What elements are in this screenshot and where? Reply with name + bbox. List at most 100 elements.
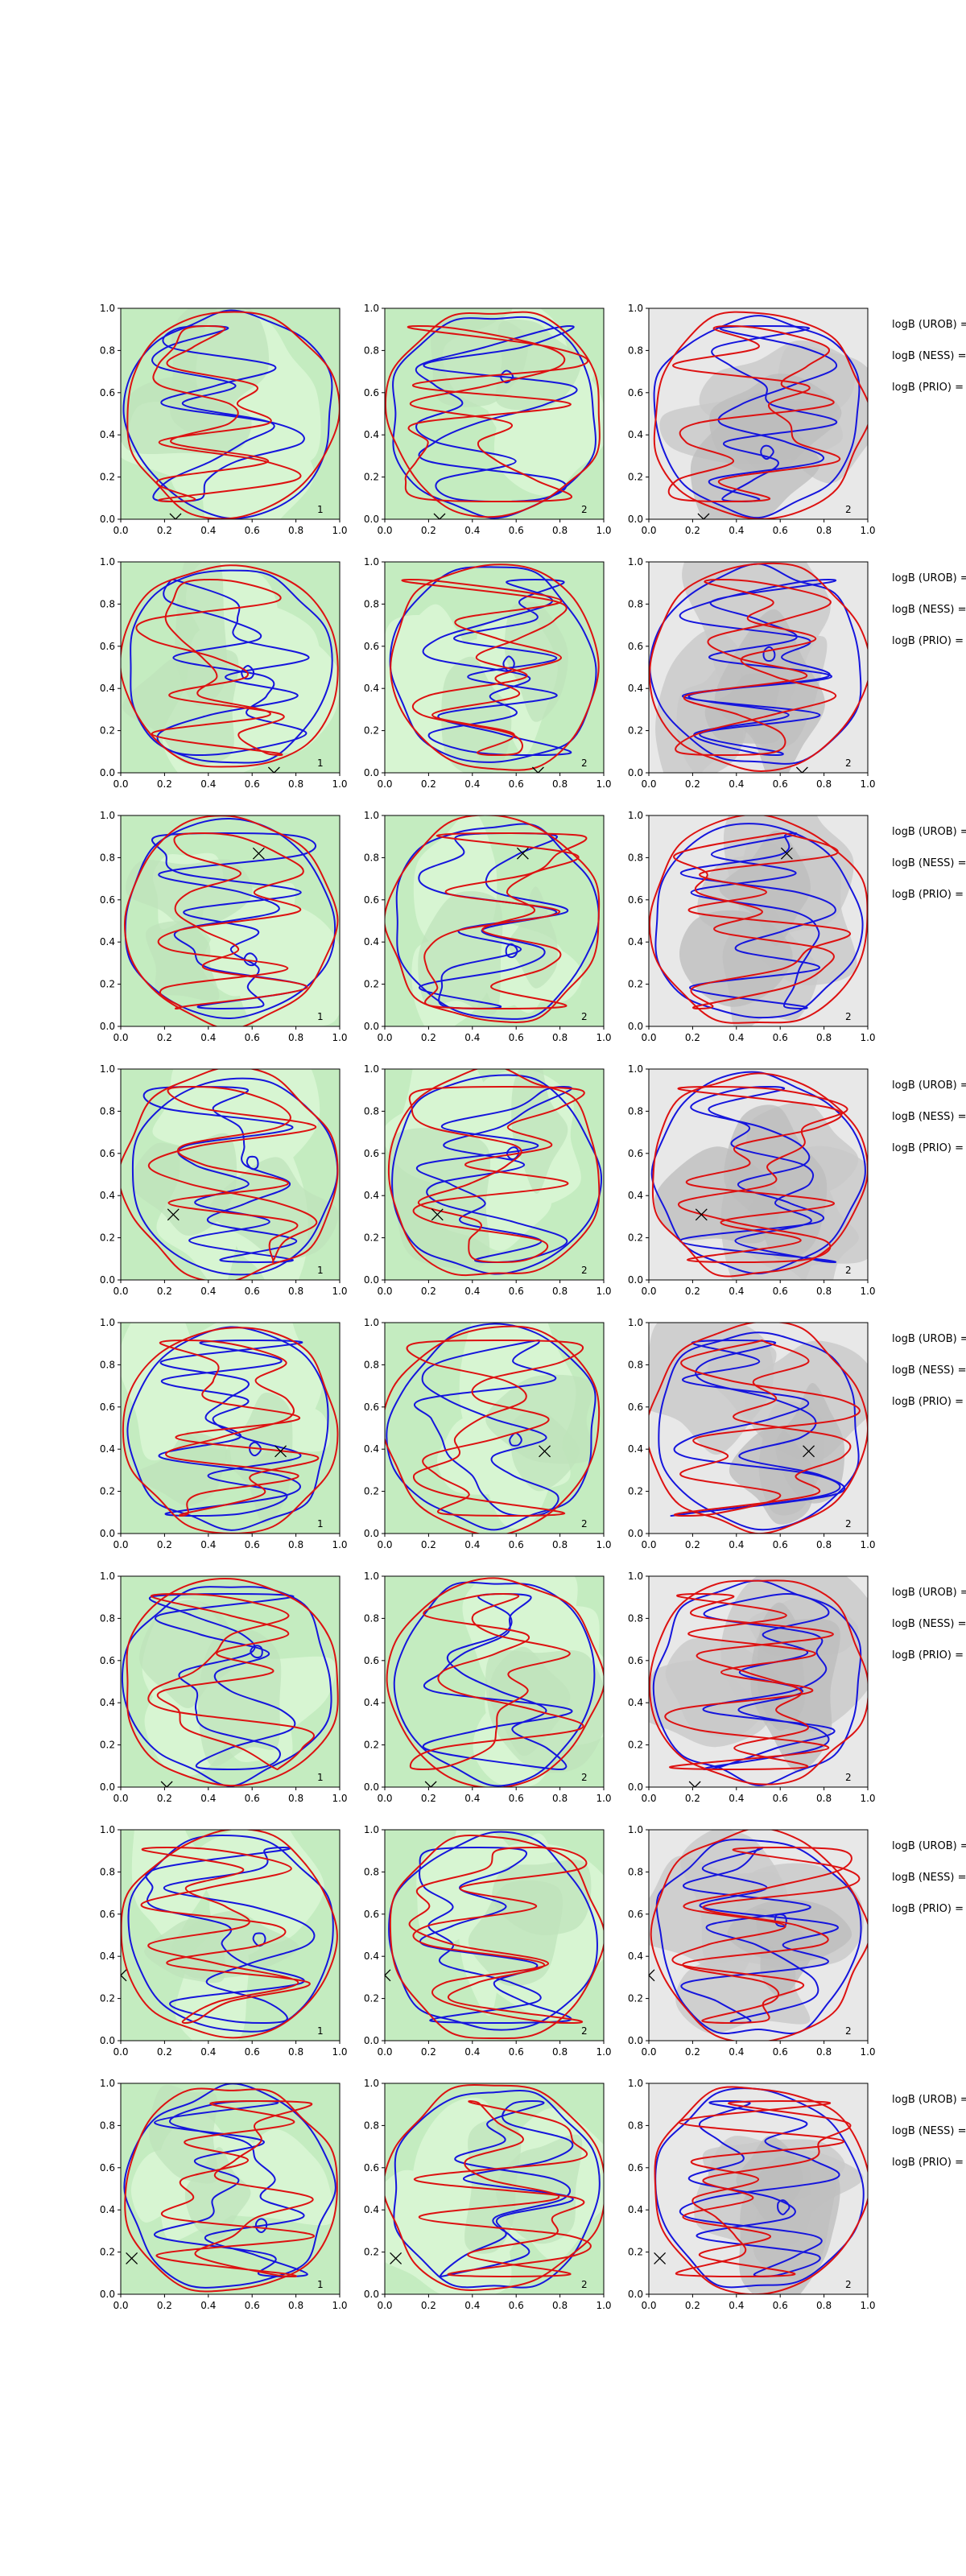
x-tick-label: 0.8 [552, 1032, 568, 1043]
x-tick-label: 0.4 [464, 1286, 480, 1297]
row-annotations: logB (UROB) = logB (NESS) = logB (PRIO) = [892, 319, 966, 394]
y-tick-label: 0.4 [364, 429, 379, 440]
logb-annotation: logB (UROB) = [892, 1333, 966, 1345]
x-tick-label: 0.6 [245, 2046, 260, 2058]
red-contour-line [135, 578, 285, 757]
x-tick-label: 0.8 [552, 525, 568, 536]
x-tick-label: 0.4 [464, 2046, 480, 2058]
x-tick-label: 0.6 [245, 525, 260, 536]
panel-plot-area [649, 815, 868, 1026]
panel-plot-area [649, 1576, 868, 1787]
y-tick-label: 0.8 [364, 2120, 379, 2131]
y-tick-label: 0.2 [628, 725, 643, 737]
blue-contour-line [670, 1339, 846, 1517]
panel-r3-c3: 2 0.0 0.2 0.4 0.6 0.8 1.0 0.0 0.2 0.4 0.6 0.8 1.0 [628, 810, 876, 1043]
panel-corner-label: 2 [845, 2279, 852, 2290]
x-tick-label: 0.6 [509, 1286, 524, 1297]
panel-plot-area [385, 1576, 604, 1787]
x-tick-label: 0.8 [816, 2300, 832, 2311]
y-tick-label: 0.4 [100, 1951, 115, 1962]
y-tick-label: 0.0 [628, 767, 643, 778]
x-tick-label: 0.6 [509, 1793, 524, 1804]
x-tick-label: 0.2 [421, 1539, 436, 1550]
x-tick-label: 0.0 [377, 1793, 392, 1804]
x-tick-label: 0.2 [157, 1793, 172, 1804]
panel-corner-label: 1 [317, 1772, 324, 1783]
x-tick-label: 0.4 [464, 1793, 480, 1804]
y-tick-label: 0.0 [628, 514, 643, 525]
y-tick-label: 0.4 [628, 936, 643, 947]
y-tick-label: 0.2 [628, 1232, 643, 1244]
red-contour-line [649, 1323, 868, 1534]
panel-plot-area [121, 815, 340, 1026]
panel-r3-c1: 1 0.0 0.2 0.4 0.6 0.8 1.0 0.0 0.2 0.4 0.6 0.8 1.0 [100, 810, 348, 1043]
logb-annotation: logB (NESS) = [892, 1872, 966, 1884]
red-contour-line [654, 2086, 868, 2294]
blue-contour-line [122, 309, 333, 519]
panel-plot-area [385, 1323, 604, 1534]
panel-corner-label: 2 [845, 504, 852, 515]
red-contour-line [147, 1086, 318, 1264]
y-tick-label: 1.0 [364, 303, 379, 314]
y-tick-label: 0.6 [364, 1909, 379, 1920]
x-tick-label: 0.0 [113, 1286, 128, 1297]
blue-contour-line [393, 1581, 596, 1787]
y-tick-label: 0.4 [100, 1443, 115, 1455]
x-marker [539, 1445, 551, 1458]
logb-annotation: logB (NESS) = [892, 350, 966, 362]
y-tick-label: 0.8 [364, 1866, 379, 1877]
x-marker [531, 766, 544, 773]
x-tick-label: 1.0 [596, 2300, 611, 2311]
x-tick-label: 0.0 [377, 778, 392, 790]
x-tick-label: 0.0 [641, 1793, 656, 1804]
red-contour-line [409, 1592, 584, 1771]
panel-plot-area [121, 1323, 340, 1534]
y-tick-label: 0.6 [364, 641, 379, 652]
x-tick-label: 0.4 [200, 2046, 216, 2058]
panel-corner-label: 2 [581, 1772, 588, 1783]
blue-contour-line [142, 1085, 298, 1264]
filled-contour-region [511, 1069, 568, 1194]
x-tick-label: 0.4 [729, 1286, 744, 1297]
x-tick-label: 0.2 [157, 1032, 172, 1043]
logb-annotation: logB (NESS) = [892, 1364, 966, 1377]
panel-plot-area [649, 2083, 868, 2294]
y-tick-label: 0.8 [100, 598, 115, 609]
x-marker [795, 766, 808, 773]
panel-r5-c3: 2 0.0 0.2 0.4 0.6 0.8 1.0 0.0 0.2 0.4 0.6 0.8 1.0 [628, 1317, 876, 1550]
panel-corner-label: 2 [581, 758, 588, 769]
panel-r1-c1: 1 0.0 0.2 0.4 0.6 0.8 1.0 0.0 0.2 0.4 0.6 0.8 1.0 [100, 303, 348, 536]
x-tick-label: 0.4 [464, 778, 480, 790]
red-contour-line [386, 1577, 604, 1787]
y-tick-label: 1.0 [100, 303, 115, 314]
y-tick-label: 0.0 [364, 1021, 379, 1032]
y-tick-label: 1.0 [100, 1824, 115, 1835]
axes-frame [120, 561, 341, 774]
panel-plot-area [121, 308, 340, 519]
red-contour-line [413, 2099, 592, 2278]
y-tick-label: 0.6 [100, 894, 115, 906]
x-tick-label: 0.2 [685, 525, 700, 536]
x-marker [516, 847, 529, 860]
x-tick-label: 0.8 [816, 525, 832, 536]
y-tick-label: 0.0 [364, 514, 379, 525]
filled-contour-region [121, 376, 252, 455]
y-tick-label: 0.4 [364, 683, 379, 694]
y-tick-label: 1.0 [100, 1063, 115, 1075]
red-contour-line [121, 564, 339, 768]
x-tick-label: 0.8 [816, 1032, 832, 1043]
panel-r2-c3: 2 0.0 0.2 0.4 0.6 0.8 1.0 0.0 0.2 0.4 0.6 0.8 1.0 [628, 556, 876, 790]
axes-frame [648, 815, 869, 1027]
panel-r3-c2: 2 0.0 0.2 0.4 0.6 0.8 1.0 0.0 0.2 0.4 0.6 0.8 1.0 [364, 810, 612, 1043]
y-tick-label: 1.0 [628, 1063, 643, 1075]
y-tick-label: 0.2 [364, 1993, 379, 2004]
red-contour-line [674, 1339, 861, 1517]
y-tick-label: 1.0 [364, 810, 379, 821]
red-contour-line [671, 1846, 861, 2025]
panel-plot-area [121, 562, 340, 773]
red-contour-line [123, 815, 339, 1026]
blue-contour-line [250, 1645, 263, 1659]
axes-frame [384, 561, 605, 774]
panel-corner-label: 1 [317, 2025, 324, 2037]
